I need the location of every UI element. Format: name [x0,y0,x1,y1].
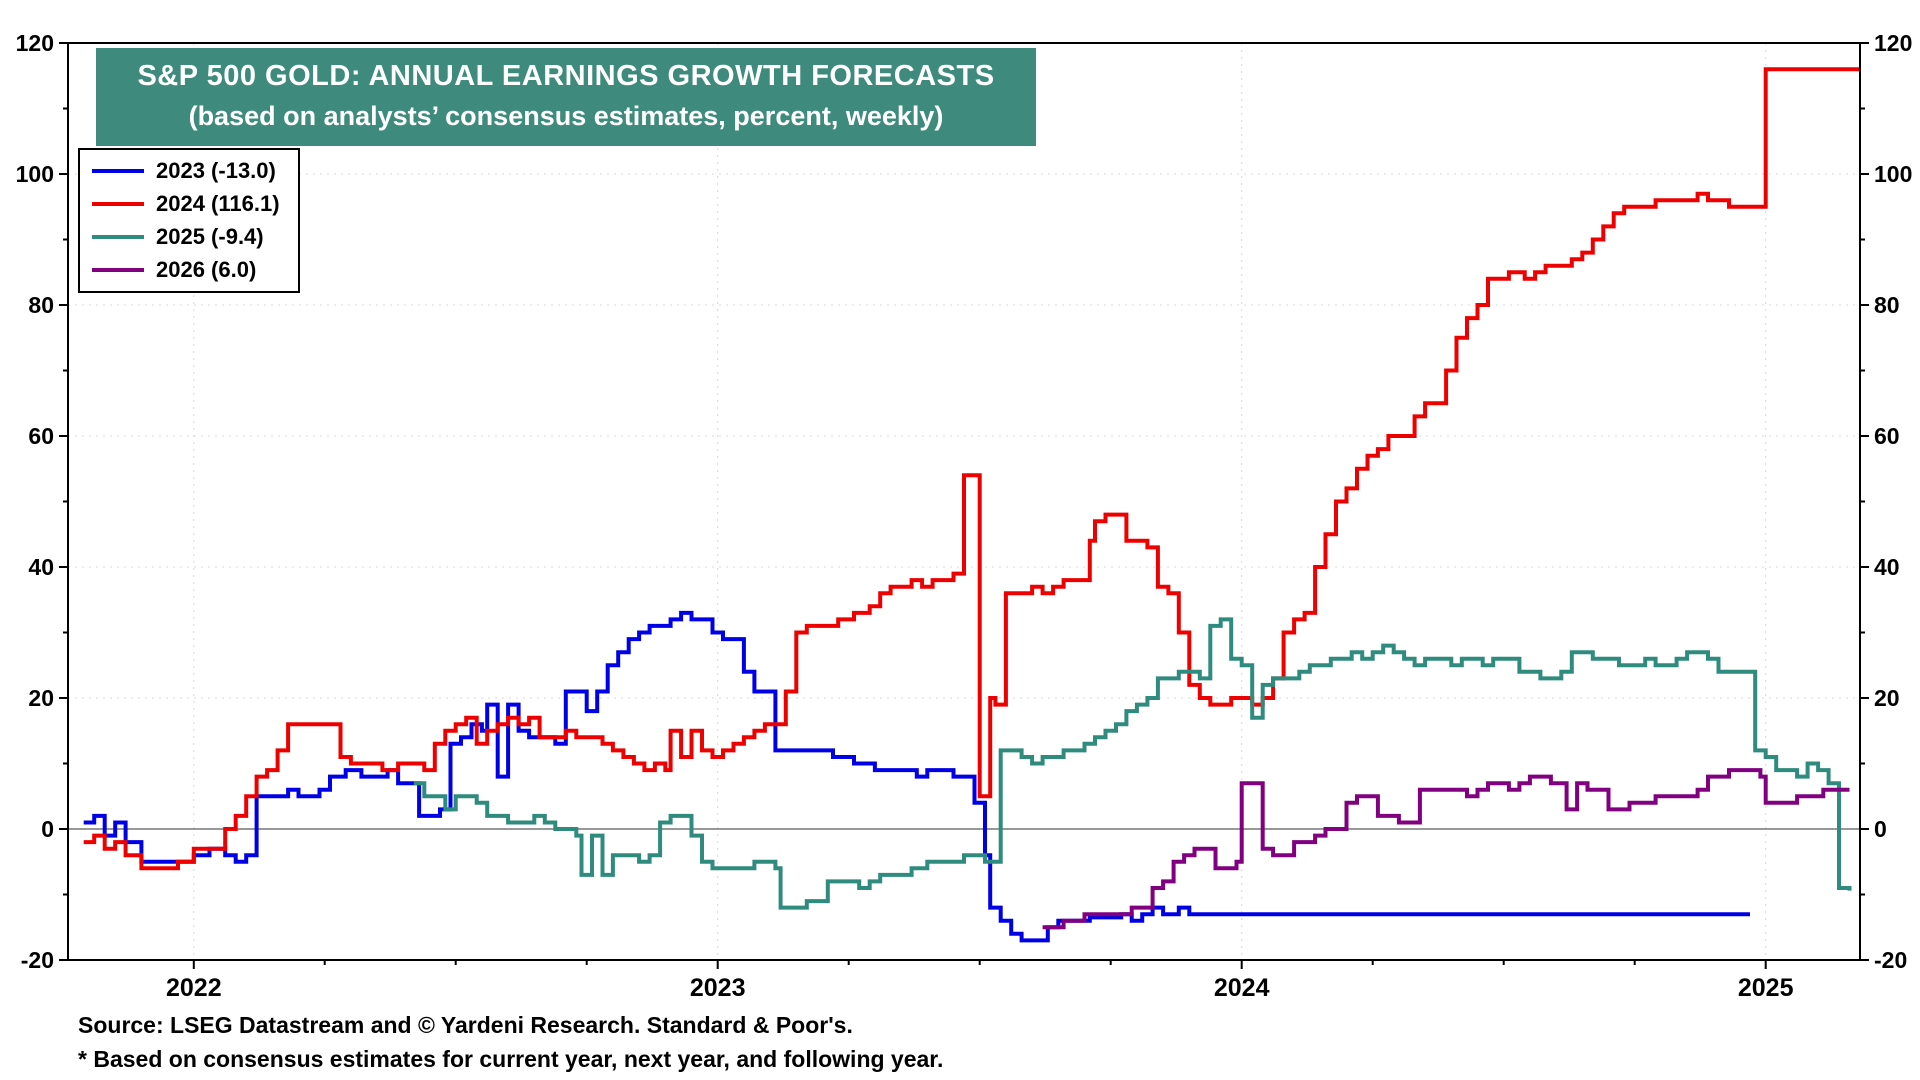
x-tick-label: 2024 [1214,974,1270,1002]
chart-title: S&P 500 GOLD: ANNUAL EARNINGS GROWTH FOR… [137,60,995,92]
legend-label-2024: 2024 (116.1) [156,191,280,216]
series-line-2024 [83,67,1860,871]
series-line-2026 [1042,768,1850,930]
y-tick-label-left: 80 [28,292,54,318]
axis-labels: -20 -20 0 0 20 20 40 40 60 60 80 80 100 100 120 120 2022… [16,30,1913,1002]
y-tick-label-right: 100 [1874,161,1912,187]
y-tick-label-left: 20 [28,685,54,711]
legend-swatch-2026 [92,268,144,272]
series-line-2023 [83,610,1750,943]
legend-label-2023: 2023 (-13.0) [156,158,276,183]
x-tick-label: 2023 [690,974,746,1002]
y-tick-label-right: 120 [1874,30,1912,56]
y-tick-label-right: 20 [1874,685,1900,711]
y-tick-label-left: -20 [21,947,54,973]
y-tick-label-left: 60 [28,423,54,449]
y-tick-label-right: 80 [1874,292,1900,318]
footnote-text: * Based on consensus estimates for curre… [78,1046,944,1072]
legend-item-2026: 2026 (6.0) [92,257,280,283]
y-tick-label-right: 0 [1874,816,1887,842]
legend-label-2025: 2025 (-9.4) [156,224,264,249]
x-tick-label: 2025 [1738,974,1794,1002]
legend-item-2024: 2024 (116.1) [92,191,280,217]
legend-swatch-2024 [92,202,144,206]
y-tick-label-right: 40 [1874,554,1900,580]
y-tick-label-left: 0 [41,816,54,842]
chart-subtitle: (based on analysts’ consensus estimates,… [188,101,944,131]
series-lines [83,67,1860,943]
axes [59,42,1869,969]
legend: 2023 (-13.0) 2024 (116.1) 2025 (-9.4) 20… [78,148,300,293]
legend-label-2026: 2026 (6.0) [156,257,257,282]
y-tick-label-right: 60 [1874,423,1900,449]
y-tick-label-left: 100 [16,161,54,187]
series-line-2025 [413,617,1852,910]
legend-swatch-2023 [92,169,144,173]
legend-swatch-2025 [92,235,144,239]
x-tick-label: 2022 [166,974,222,1002]
y-tick-label-right: -20 [1874,947,1907,973]
chart-title-box: S&P 500 GOLD: ANNUAL EARNINGS GROWTH FOR… [96,48,1036,146]
legend-item-2023: 2023 (-13.0) [92,158,280,184]
y-tick-label-left: 40 [28,554,54,580]
legend-item-2025: 2025 (-9.4) [92,224,280,250]
source-text: Source: LSEG Datastream and © Yardeni Re… [78,1012,853,1038]
y-tick-label-left: 120 [16,30,54,56]
